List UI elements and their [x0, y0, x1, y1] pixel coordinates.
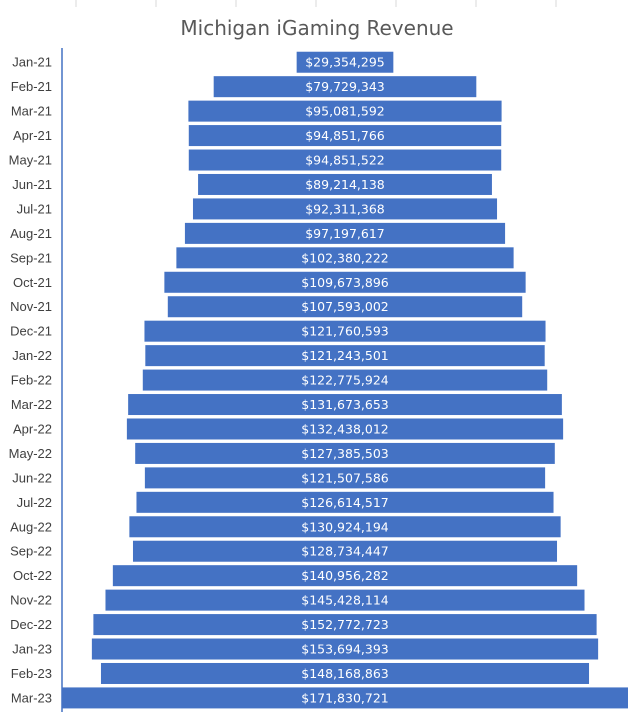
bar-mar-21 [188, 100, 502, 122]
data-label: $152,772,723 [301, 617, 388, 632]
category-label: Jan-21 [12, 55, 52, 70]
bar-nov-21 [167, 296, 523, 318]
bar-jan-22 [145, 345, 545, 367]
bar-feb-22 [142, 369, 548, 391]
bar-dec-22 [93, 614, 597, 636]
data-label: $127,385,503 [301, 446, 388, 461]
bar-sep-21 [176, 247, 514, 269]
category-label: Jul-21 [17, 201, 52, 216]
data-label: $102,380,222 [301, 250, 388, 265]
data-label: $109,673,896 [301, 275, 389, 290]
category-label: Feb-23 [11, 666, 52, 681]
data-label: $97,197,617 [305, 226, 385, 241]
bar-jan-21 [296, 51, 394, 73]
data-label: $122,775,924 [301, 373, 389, 388]
category-labels: Jan-21 Feb-21 Mar-21 Apr-21 May-21 Jun-21 Jul-… [9, 55, 52, 706]
data-label: $131,673,653 [301, 397, 388, 412]
category-label: Jun-21 [12, 177, 52, 192]
category-label: Sep-22 [10, 544, 52, 559]
data-label: $95,081,592 [305, 104, 385, 119]
category-label: Feb-22 [11, 373, 52, 388]
data-label: $132,438,012 [301, 421, 388, 436]
bar-mar-23 [62, 687, 628, 709]
category-label: Aug-22 [10, 519, 52, 534]
category-label: Apr-21 [13, 128, 52, 143]
category-label: Nov-22 [10, 593, 52, 608]
data-labels: $29,354,295 $79,729,343 $95,081,592 $94,851… [301, 55, 389, 706]
category-label: Oct-21 [13, 275, 52, 290]
category-label: Oct-22 [13, 568, 52, 583]
category-label: Jan-22 [12, 348, 52, 363]
category-label: Mar-21 [11, 104, 52, 119]
data-label: $153,694,393 [301, 642, 388, 657]
bar-mar-22 [128, 394, 562, 416]
category-label: May-21 [9, 153, 52, 168]
bar-jun-21 [198, 173, 492, 195]
chart-title: Michigan iGaming Revenue [180, 16, 453, 40]
category-label: Mar-22 [11, 397, 52, 412]
data-label: $171,830,721 [301, 690, 388, 705]
bar-dec-21 [144, 320, 546, 342]
data-label: $89,214,138 [305, 177, 385, 192]
data-label: $94,851,766 [305, 128, 385, 143]
bar-jun-22 [144, 467, 546, 489]
bar-may-21 [188, 149, 502, 171]
category-label: Dec-21 [10, 324, 52, 339]
bar-oct-21 [164, 271, 526, 293]
category-label: Dec-22 [10, 617, 52, 632]
category-label: Feb-21 [11, 79, 52, 94]
category-label: Jan-23 [12, 642, 52, 657]
bar-aug-22 [129, 516, 561, 538]
bar-apr-22 [126, 418, 564, 440]
bars [62, 51, 628, 709]
data-label: $128,734,447 [301, 544, 388, 559]
bar-aug-21 [184, 222, 506, 244]
data-label: $107,593,002 [301, 299, 388, 314]
bar-jul-22 [136, 491, 554, 513]
category-label: Aug-21 [10, 226, 52, 241]
data-label: $121,507,586 [301, 470, 389, 485]
bar-feb-23 [100, 662, 590, 684]
category-label: Jun-22 [12, 470, 52, 485]
data-label: $121,243,501 [301, 348, 388, 363]
category-label: Sep-21 [10, 250, 52, 265]
bar-apr-21 [188, 125, 502, 147]
data-label: $29,354,295 [305, 55, 385, 70]
bar-nov-22 [105, 589, 585, 611]
bar-may-22 [135, 442, 555, 464]
category-label: Nov-21 [10, 299, 52, 314]
category-label: May-22 [9, 446, 52, 461]
data-label: $79,729,343 [305, 79, 385, 94]
bar-sep-22 [132, 540, 558, 562]
data-label: $121,760,593 [301, 324, 388, 339]
bar-jan-23 [91, 638, 599, 660]
bar-jul-21 [192, 198, 498, 220]
data-label: $92,311,368 [305, 201, 385, 216]
category-label: Mar-23 [11, 690, 52, 705]
gridlines [75, 0, 557, 7]
bar-feb-21 [213, 76, 477, 98]
category-label: Jul-22 [17, 495, 52, 510]
data-label: $94,851,522 [305, 153, 385, 168]
category-label: Apr-22 [13, 421, 52, 436]
data-label: $145,428,114 [301, 593, 389, 608]
data-label: $126,614,517 [301, 495, 388, 510]
data-label: $148,168,863 [301, 666, 388, 681]
data-label: $140,956,282 [301, 568, 388, 583]
bar-oct-22 [112, 565, 578, 587]
data-label: $130,924,194 [301, 519, 389, 534]
